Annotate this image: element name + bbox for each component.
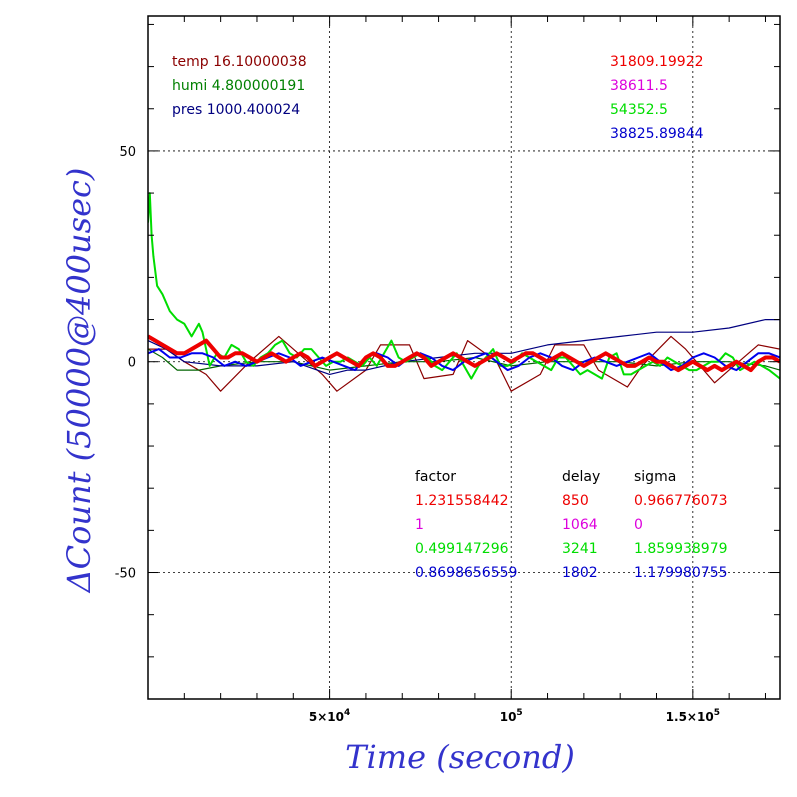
mean-readout: 31809.19922 38611.5 54352.5 38825.89844: [610, 54, 704, 142]
table-cell-factor: 1: [415, 517, 424, 533]
table-cell-factor: 0.499147296: [415, 541, 509, 557]
table-cell-sigma: 1.179980755: [634, 565, 728, 581]
axis-ticks: [148, 16, 780, 699]
table-cell-sigma: 1.859938979: [634, 541, 728, 557]
x-axis-title: Time (second): [345, 738, 575, 776]
table-cell-delay: 1802: [562, 565, 598, 581]
series-line: [148, 334, 780, 373]
table-cell-delay: 3241: [562, 541, 598, 557]
env-readout-line: pres 1000.400024: [172, 102, 300, 118]
table-cell-sigma: 0.966776073: [634, 493, 728, 509]
series-layer: [148, 192, 780, 392]
table-header: delay: [562, 469, 600, 485]
environment-readout: temp 16.10000038 humi 4.800000191 pres 100…: [172, 54, 307, 118]
fit-parameter-table: factor delay sigma 1.231558442 850 0.96677607…: [415, 469, 728, 581]
y-tick-label: 0: [128, 356, 136, 371]
x-tick-labels: 5×104 105 1.5×105: [309, 708, 720, 724]
mean-readout-line: 38825.89844: [610, 126, 704, 142]
y-tick-label: -50: [115, 567, 136, 582]
mean-readout-line: 38611.5: [610, 78, 668, 94]
table-cell-delay: 850: [562, 493, 589, 509]
y-tick-label: 50: [119, 145, 136, 160]
table-cell-sigma: 0: [634, 517, 643, 533]
table-header: sigma: [634, 469, 676, 485]
y-tick-labels: 50 0 -50: [115, 145, 136, 582]
x-tick-label: 5×104: [309, 708, 350, 724]
series-line: [148, 192, 780, 380]
x-tick-label: 1.5×105: [666, 708, 720, 724]
table-cell-factor: 1.231558442: [415, 493, 509, 509]
mean-readout-line: 54352.5: [610, 102, 668, 118]
y-axis-title: ΔCount (50000@400usec): [60, 168, 98, 595]
table-cell-delay: 1064: [562, 517, 598, 533]
env-readout-line: humi 4.800000191: [172, 78, 305, 94]
mean-readout-line: 31809.19922: [610, 54, 704, 70]
env-readout-line: temp 16.10000038: [172, 54, 307, 70]
table-cell-factor: 0.8698656559: [415, 565, 517, 581]
x-tick-label: 105: [500, 708, 523, 724]
plot-frame: [147, 15, 781, 700]
table-header: factor: [415, 469, 456, 485]
